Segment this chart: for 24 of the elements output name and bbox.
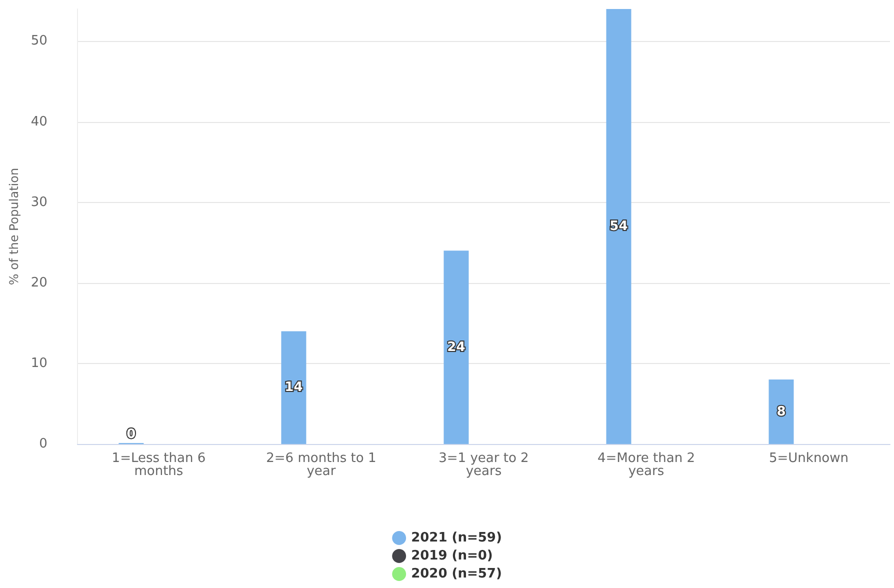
data-label: 14 [284, 380, 303, 396]
bar [444, 250, 469, 444]
data-label: 8 [776, 404, 786, 420]
y-tick-label: 40 [30, 114, 48, 130]
y-tick-label: 0 [39, 436, 48, 452]
x-tick-label: 5=Unknown [768, 451, 848, 466]
x-tick-label: 1=Less than 6 months [112, 451, 206, 479]
x-tick-label: 4=More than 2 years [598, 451, 695, 479]
data-label: 54 [610, 219, 628, 234]
x-tick-label: 3=1 year to 2 years [438, 451, 529, 479]
bar [768, 380, 794, 444]
bar [606, 9, 632, 444]
y-axis-title: % of the Population [7, 168, 21, 286]
y-tick-label: 50 [30, 34, 48, 49]
legend-label: 2020 (n=57) [411, 566, 502, 582]
y-tick-label: 20 [30, 275, 48, 290]
y-tick-label: 30 [30, 194, 48, 210]
x-tick-label: 2=6 months to 1 year [266, 451, 376, 479]
data-label: 24 [447, 340, 466, 355]
legend-label: 2021 (n=59) [411, 530, 502, 546]
bar [281, 331, 306, 444]
y-tick-label: 10 [30, 356, 48, 371]
data-label: 0 [126, 427, 136, 442]
legend-label: 2019 (n=0) [411, 548, 493, 564]
